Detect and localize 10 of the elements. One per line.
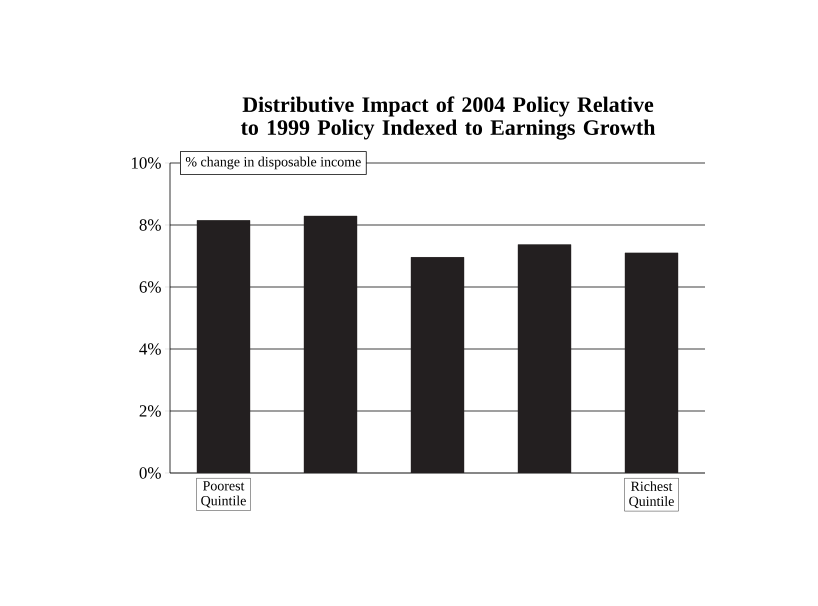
y-tick-label: 8% <box>140 219 161 231</box>
y-tick-label: 4% <box>139 343 161 355</box>
x-tick-label: Richest Quintile <box>629 481 674 508</box>
y-axis-title: % change in disposable income <box>186 156 361 170</box>
chart-title: Distributive Impact of 2004 Policy Relative to 1999 Policy Indexed to Earnings Growth <box>240 96 656 140</box>
y-tick-label: 2% <box>140 405 161 417</box>
x-tick-label: Poorest Quintile <box>201 481 246 508</box>
y-tick-label: 6% <box>140 281 161 293</box>
y-tick-label: 10% <box>132 157 161 169</box>
y-tick-label: 0% <box>140 467 161 479</box>
